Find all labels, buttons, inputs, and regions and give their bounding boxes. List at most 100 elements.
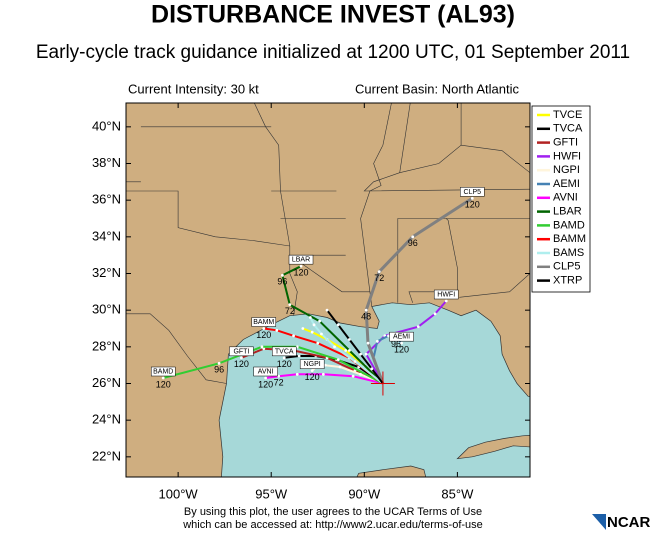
- track-point: [292, 334, 295, 338]
- cuba: [456, 435, 530, 460]
- track-point: [321, 372, 325, 376]
- border: [254, 103, 291, 247]
- track-point: [359, 372, 362, 376]
- track-point: [348, 349, 351, 352]
- track-point: [280, 273, 284, 277]
- track-point: [277, 374, 281, 378]
- footer-line: which can be accessed at: http://www2.uc…: [182, 519, 483, 531]
- track-point: [444, 299, 448, 303]
- overlay: 40°N 38°N 36°N 34°N 32°N 30°N 28°N 26°N 24°N 22°N…: [92, 103, 530, 501]
- lat-tick-label: 26°N: [92, 375, 121, 390]
- track-point: [323, 363, 327, 367]
- track-point: [336, 323, 340, 327]
- track-name: GFTI: [233, 348, 249, 355]
- hour-label: 120: [234, 359, 249, 369]
- track-point: [411, 235, 415, 239]
- track-point: [338, 365, 342, 369]
- track-name: BAMD: [153, 369, 173, 376]
- legend-label: BAMS: [553, 247, 584, 259]
- track-name-box: [288, 254, 314, 265]
- border: [399, 103, 411, 173]
- track-point: [348, 338, 351, 341]
- track: [364, 197, 474, 385]
- legend-label: AVNI: [553, 192, 578, 204]
- track-point: [318, 319, 322, 323]
- title: DISTURBANCE INVEST (AL93): [151, 1, 515, 29]
- track-point: [400, 341, 403, 345]
- track-name: AEMI: [393, 334, 410, 341]
- border: [459, 273, 530, 298]
- lon-tick-label: 85°W: [441, 486, 474, 501]
- track-name: TVCA: [275, 348, 294, 355]
- track-name-box: [271, 346, 297, 357]
- track-point: [301, 327, 305, 330]
- track: [364, 300, 447, 384]
- track-name: NGPI: [304, 361, 321, 368]
- track-labels: 120TVCA120GFTIHWFI120NGPI96120AEMI72120A…: [150, 187, 485, 389]
- track-point: [262, 327, 266, 330]
- track-point: [217, 361, 221, 365]
- border: [360, 103, 392, 292]
- legend-label: TVCA: [553, 123, 583, 135]
- track-name-box: [150, 366, 176, 377]
- legend-label: BAMD: [553, 219, 585, 231]
- track-name: LBAR: [292, 257, 310, 264]
- legend-label: BAMM: [553, 233, 586, 245]
- track-point: [353, 360, 357, 363]
- track-point: [351, 374, 355, 378]
- hour-label: 120: [465, 200, 480, 210]
- track-point: [295, 345, 299, 349]
- map-frame: [125, 102, 531, 478]
- border: [363, 144, 530, 192]
- track-point: [282, 356, 286, 360]
- lon-tick-label: 95°W: [255, 486, 288, 501]
- yucatan: [356, 465, 427, 477]
- legend-label: HWFI: [553, 150, 581, 162]
- track-point: [320, 332, 323, 336]
- hour-label: 120: [156, 379, 171, 389]
- track-name: CLP5: [464, 189, 482, 196]
- border: [126, 313, 227, 384]
- hour-label: 120: [258, 379, 273, 389]
- track-point: [370, 367, 374, 371]
- track-point: [312, 323, 316, 327]
- track-name-box: [299, 359, 325, 369]
- track-point: [310, 369, 314, 373]
- lat-tick-label: 40°N: [92, 118, 121, 133]
- lat-tick-label: 22°N: [92, 448, 121, 463]
- track-point: [333, 345, 336, 349]
- track-point: [364, 352, 368, 356]
- subtitle: Early-cycle track guidance initialized a…: [36, 42, 630, 63]
- basin: Current Basin: North Atlantic: [355, 81, 520, 96]
- track-point: [344, 349, 348, 352]
- track-point: [366, 341, 370, 345]
- track-point: [262, 347, 266, 351]
- track-name-box: [433, 289, 459, 300]
- hour-label: 120: [305, 372, 320, 382]
- border: [126, 190, 290, 247]
- track-name-box: [229, 346, 254, 357]
- track-name-box: [389, 331, 414, 342]
- track: [281, 265, 384, 385]
- legend-label: AEMI: [553, 178, 580, 190]
- hour-label: 96: [391, 339, 401, 349]
- hour-label: 120: [394, 345, 409, 355]
- hour-label: 96: [277, 277, 287, 287]
- track-point: [359, 352, 362, 356]
- hour-label: 120: [277, 359, 292, 369]
- track-name-box: [251, 317, 277, 327]
- track-name-box: [253, 366, 278, 377]
- track-point: [260, 345, 264, 349]
- border: [397, 218, 458, 303]
- track-point: [375, 339, 379, 343]
- track-point: [275, 328, 279, 332]
- track: [326, 309, 384, 385]
- track-name: AVNI: [258, 369, 274, 376]
- track-point: [470, 196, 474, 200]
- logo: NCAR: [607, 514, 650, 531]
- footer-line: By using this plot, the user agrees to t…: [184, 506, 482, 518]
- logo-icon: [592, 514, 606, 530]
- track-point: [377, 270, 381, 274]
- track-point: [433, 312, 437, 316]
